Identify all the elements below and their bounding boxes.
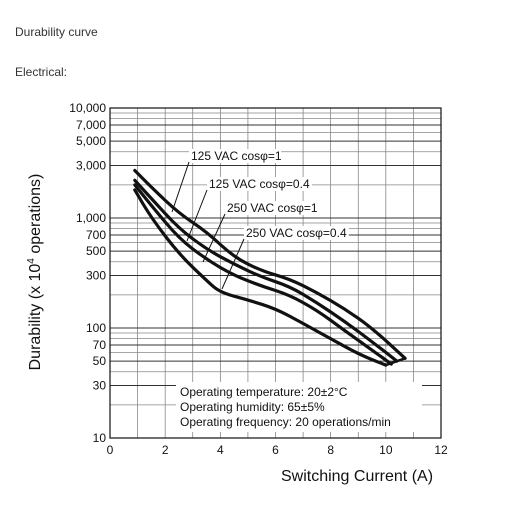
series-label-4: 250 VAC cosφ=0.4 [246, 226, 347, 240]
series-labels: 125 VAC cosφ=1 125 VAC cosφ=0.4 250 VAC co… [171, 149, 349, 290]
y-tick-label: 70 [93, 338, 107, 352]
y-tick-label: 50 [93, 354, 107, 368]
y-tick-label: 3,000 [76, 159, 106, 173]
plot-frame [109, 107, 442, 439]
x-axis-title: Switching Current (A) [281, 468, 433, 485]
series-label-2: 125 VAC cosφ=0.4 [209, 177, 310, 191]
series-label-bg [189, 149, 282, 163]
series-label-3: 250 VAC cosφ=1 [227, 201, 318, 215]
series-label-leader [221, 238, 245, 290]
series-label-leader [171, 161, 190, 213]
y-tick-label: 10,000 [69, 101, 106, 115]
y-axis-title: Durability (x 104 operations) [26, 174, 44, 371]
series-end-cap [385, 357, 406, 367]
series-line-1 [133, 168, 407, 360]
x-tick-label: 10 [379, 443, 393, 457]
page-title: Durability curve [15, 25, 98, 39]
y-tick-label: 1,000 [76, 211, 106, 225]
series-label-bg [244, 226, 349, 240]
note-line-2: Operating humidity: 65±5% [180, 400, 325, 414]
notes-background [176, 382, 422, 432]
y-tick-label: 100 [86, 321, 106, 335]
series-label-leader [202, 213, 226, 263]
x-tick-label: 4 [217, 443, 224, 457]
x-tick-label: 6 [272, 443, 279, 457]
series-label-bg [225, 201, 318, 215]
note-line-1: Operating temperature: 20±2°C [180, 385, 348, 399]
x-tick-label: 8 [327, 443, 334, 457]
y-tick-label: 10 [93, 431, 107, 445]
series-label-bg [207, 177, 312, 191]
x-tick-label: 12 [434, 443, 448, 457]
y-axis-title-exp: 4 [26, 258, 37, 264]
page-subtitle: Electrical: [15, 65, 68, 79]
y-tick-label: 300 [86, 269, 106, 283]
y-tick-label: 700 [86, 228, 106, 242]
y-tick-label: 7,000 [76, 118, 106, 132]
series-line-3 [133, 183, 393, 366]
y-tick-label: 30 [93, 379, 107, 393]
note-line-3: Operating frequency: 20 operations/min [180, 415, 391, 429]
series-line-2 [133, 178, 399, 363]
x-tick-label: 0 [107, 443, 114, 457]
x-tick-label: 2 [162, 443, 169, 457]
series-label-1: 125 VAC cosφ=1 [191, 149, 282, 163]
y-tick-label: 500 [86, 244, 106, 258]
series-group [133, 168, 407, 367]
y-axis-title-tail: operations) [27, 174, 44, 259]
y-axis-title-main: Durability (x 10 [27, 264, 44, 371]
axis-ticks: 0 2 4 6 8 10 12 10 30 50 70 100 300 500 700 1,000 3,000 5… [69, 101, 448, 457]
y-tick-label: 5,000 [76, 134, 106, 148]
series-line-4 [133, 188, 388, 367]
series-label-leader [186, 189, 208, 242]
